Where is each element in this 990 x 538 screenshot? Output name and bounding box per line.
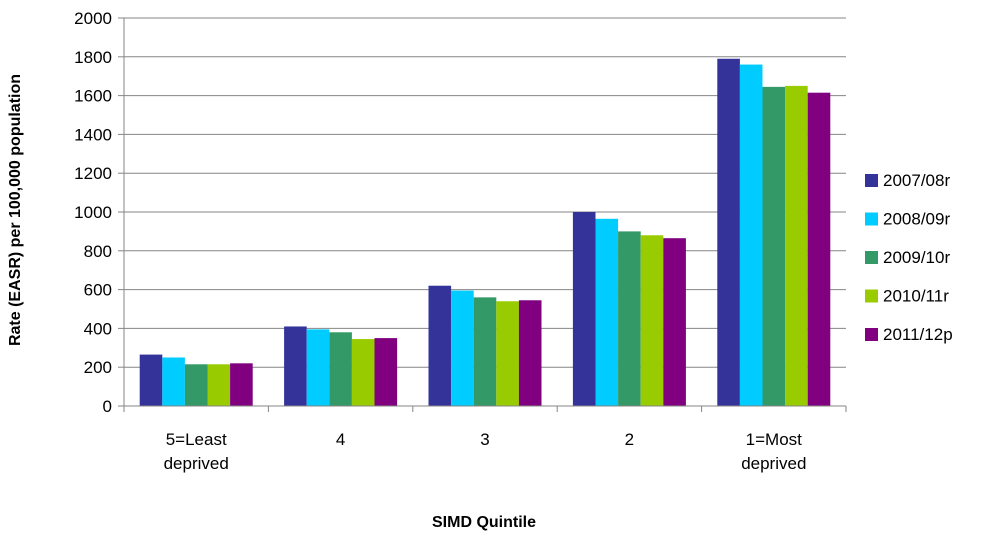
x-tick-label-line: 3 bbox=[480, 430, 489, 449]
gridlines bbox=[124, 17, 846, 368]
bar bbox=[640, 235, 664, 406]
legend-label: 2008/09r bbox=[883, 210, 950, 229]
bar bbox=[139, 354, 163, 406]
bar bbox=[284, 326, 307, 406]
bar bbox=[230, 363, 253, 406]
bar bbox=[306, 329, 330, 406]
y-tick-label: 1400 bbox=[74, 125, 112, 144]
legend-label: 2011/12p bbox=[883, 325, 953, 344]
legend-swatch bbox=[865, 289, 878, 303]
x-axis-title: SIMD Quintile bbox=[432, 514, 536, 531]
y-tick-label: 200 bbox=[84, 358, 112, 377]
bar bbox=[329, 332, 352, 406]
legend-swatch bbox=[865, 212, 878, 226]
y-axis-title: Rate (EASR) per 100,000 population bbox=[7, 74, 24, 346]
tick-labels: 0 200 400 600 800 1000 1200 1400 1600 1800 2000 5=L… bbox=[74, 9, 806, 473]
bar bbox=[739, 64, 763, 406]
bar bbox=[473, 297, 497, 406]
y-tick-label: 1800 bbox=[74, 48, 112, 67]
legend-swatch bbox=[865, 251, 878, 264]
x-tick-label: 5=Least deprived bbox=[164, 430, 229, 473]
legend-swatch bbox=[865, 174, 878, 187]
legend-label: 2010/11r bbox=[883, 287, 949, 306]
y-tick-label: 1000 bbox=[74, 203, 112, 222]
legend-swatch bbox=[865, 328, 878, 341]
y-tick-label: 1600 bbox=[74, 87, 112, 106]
x-tick-label: 3 bbox=[480, 430, 489, 449]
bar bbox=[207, 364, 231, 406]
bar bbox=[785, 85, 808, 407]
bars bbox=[139, 58, 831, 407]
bar bbox=[428, 285, 452, 406]
legend-label: 2009/10r bbox=[883, 248, 950, 267]
y-tick-label: 0 bbox=[103, 397, 112, 416]
y-tick-label: 800 bbox=[84, 242, 112, 261]
bar bbox=[717, 58, 740, 407]
bar bbox=[162, 357, 185, 406]
bar bbox=[618, 231, 641, 406]
axes bbox=[118, 17, 847, 412]
x-tick-label: 1=Most deprived bbox=[741, 430, 806, 473]
x-tick-label-line: deprived bbox=[741, 454, 806, 473]
legend: 2007/08r 2008/09r 2009/10r 2010/11r 2011/12p bbox=[865, 171, 953, 344]
y-tick-label: 2000 bbox=[74, 9, 112, 28]
y-tick-label: 600 bbox=[84, 281, 112, 300]
bar bbox=[351, 339, 375, 406]
x-tick-label-line: deprived bbox=[164, 454, 229, 473]
bar bbox=[374, 338, 398, 406]
bar bbox=[663, 238, 686, 406]
bar bbox=[807, 92, 831, 406]
legend-label: 2007/08r bbox=[883, 171, 950, 190]
x-tick-label: 4 bbox=[336, 430, 345, 449]
x-tick-label-line: 2 bbox=[625, 430, 634, 449]
x-tick-label: 2 bbox=[625, 430, 634, 449]
bar bbox=[595, 218, 619, 406]
bar bbox=[518, 300, 542, 406]
x-tick-label-line: 1=Most bbox=[746, 430, 802, 449]
x-tick-label-line: 4 bbox=[336, 430, 345, 449]
bar bbox=[451, 290, 474, 406]
x-tick-label-line: 5=Least bbox=[166, 430, 227, 449]
bar bbox=[572, 212, 596, 406]
y-tick-label: 400 bbox=[84, 319, 112, 338]
bar bbox=[184, 364, 208, 406]
bar bbox=[762, 86, 786, 407]
y-tick-label: 1200 bbox=[74, 164, 112, 183]
bar bbox=[496, 301, 519, 406]
